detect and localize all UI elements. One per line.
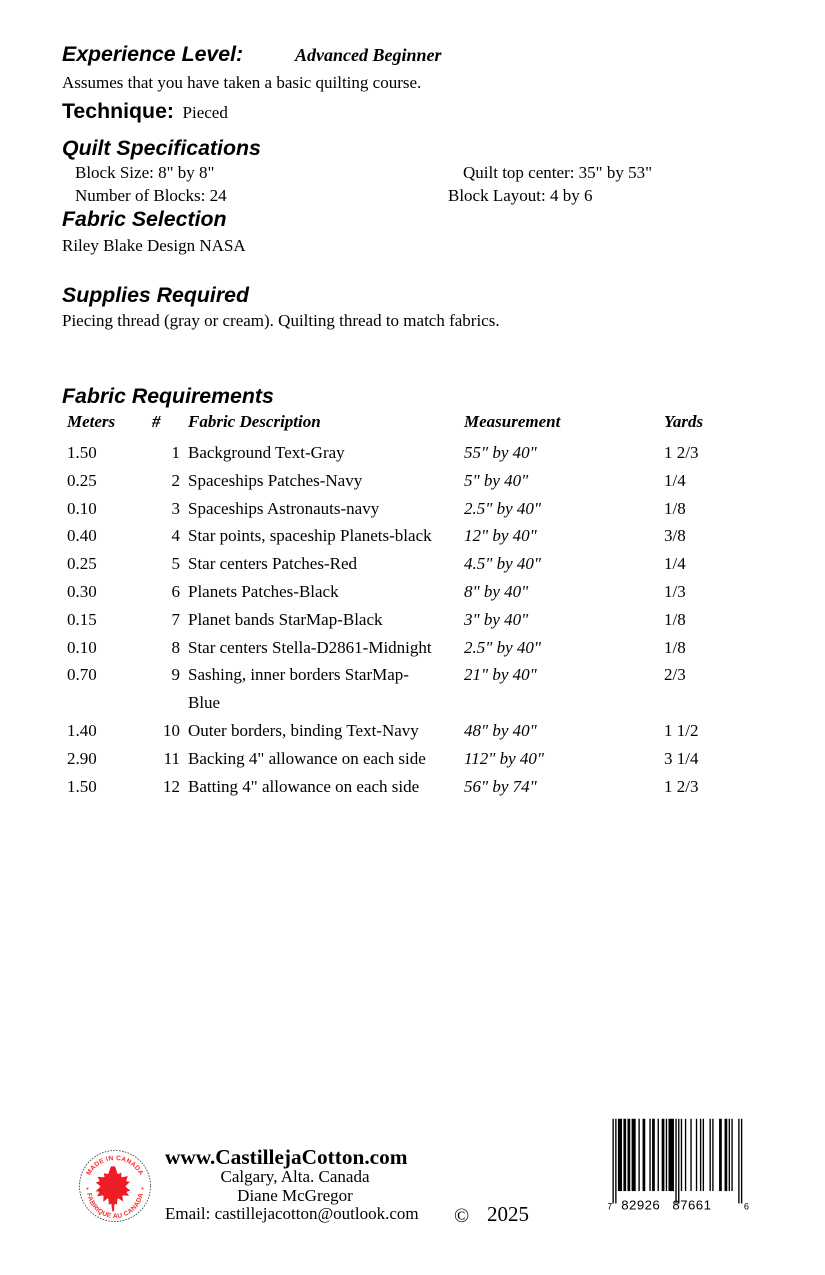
svg-text:7: 7 — [608, 1202, 612, 1212]
svg-text:82926: 82926 — [621, 1198, 660, 1213]
svg-text:87661: 87661 — [672, 1198, 711, 1213]
svg-text:6: 6 — [744, 1202, 749, 1212]
